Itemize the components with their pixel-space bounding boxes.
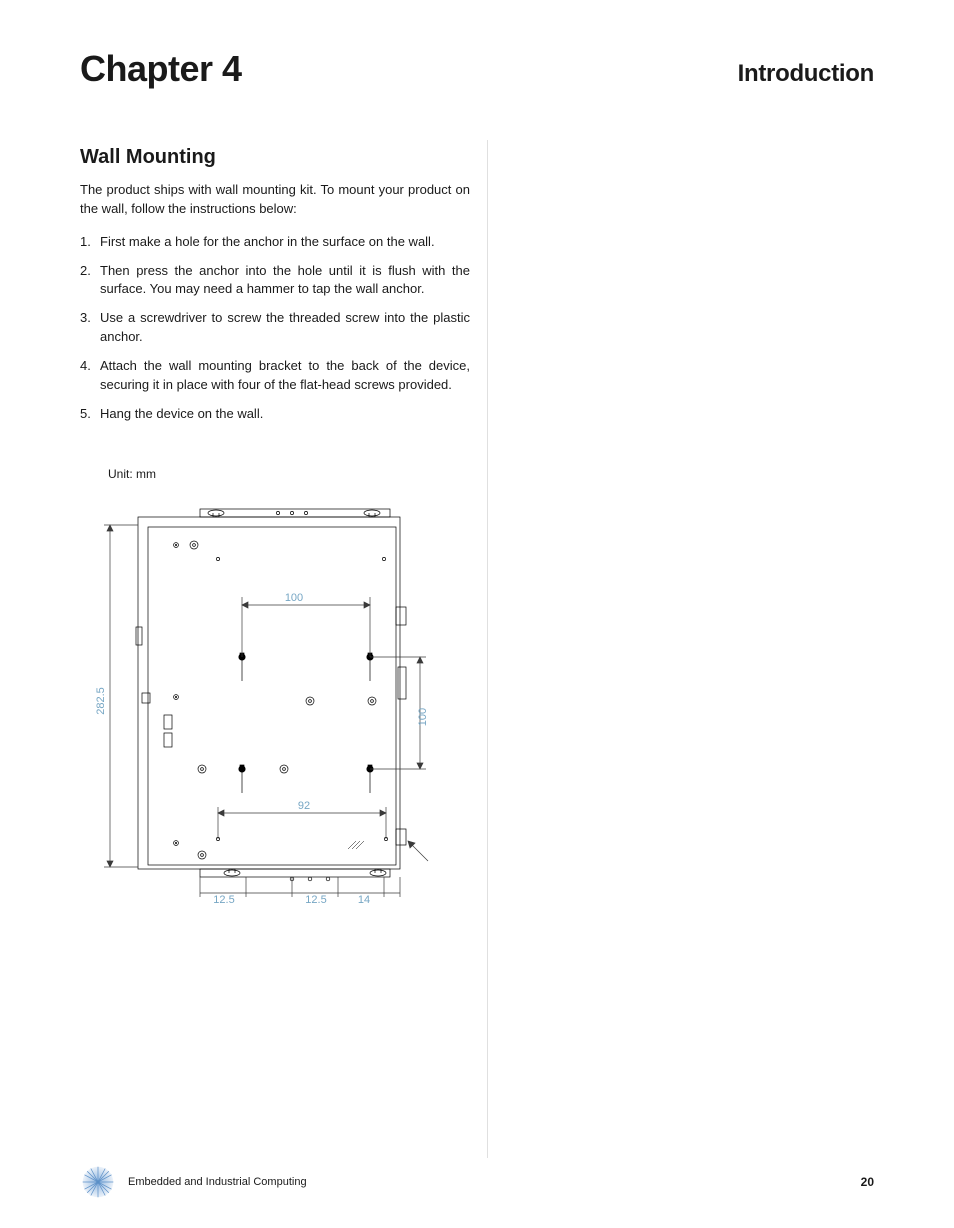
chapter-title: Chapter 4 bbox=[80, 48, 242, 90]
dim-labels: 100 100 92 282.5 12.5 12.5 14 bbox=[95, 592, 429, 906]
step-number: 2. bbox=[80, 262, 100, 300]
dim-92: 92 bbox=[298, 800, 310, 812]
page-number: 20 bbox=[861, 1175, 874, 1189]
step-number: 4. bbox=[80, 357, 100, 395]
dim-top-100: 100 bbox=[285, 592, 303, 604]
content-column: Wall Mounting The product ships with wal… bbox=[80, 146, 470, 912]
unit-label: Unit: mm bbox=[108, 467, 470, 481]
footer-left: Embedded and Industrial Computing bbox=[80, 1164, 307, 1200]
dim-282-5: 282.5 bbox=[95, 688, 107, 716]
step-item: 1.First make a hole for the anchor in th… bbox=[80, 233, 470, 252]
step-text: First make a hole for the anchor in the … bbox=[100, 233, 470, 252]
dim-12-5-b: 12.5 bbox=[305, 894, 326, 906]
dim-14: 14 bbox=[358, 894, 370, 906]
mounting-diagram: 100 100 92 282.5 12.5 12.5 14 bbox=[80, 497, 470, 912]
step-text: Hang the device on the wall. bbox=[100, 405, 470, 424]
step-text: Use a screwdriver to screw the threaded … bbox=[100, 309, 470, 347]
step-text: Then press the anchor into the hole unti… bbox=[100, 262, 470, 300]
step-item: 2.Then press the anchor into the hole un… bbox=[80, 262, 470, 300]
instruction-list: 1.First make a hole for the anchor in th… bbox=[80, 233, 470, 424]
step-number: 1. bbox=[80, 233, 100, 252]
step-item: 3.Use a screwdriver to screw the threade… bbox=[80, 309, 470, 347]
footer-text: Embedded and Industrial Computing bbox=[128, 1176, 307, 1188]
intro-paragraph: The product ships with wall mounting kit… bbox=[80, 181, 470, 219]
step-number: 3. bbox=[80, 309, 100, 347]
step-number: 5. bbox=[80, 405, 100, 424]
dim-side-100: 100 bbox=[417, 708, 429, 726]
page-footer: Embedded and Industrial Computing 20 bbox=[80, 1164, 874, 1200]
diagram-svg: 100 100 92 282.5 12.5 12.5 14 bbox=[80, 497, 440, 907]
step-text: Attach the wall mounting bracket to the … bbox=[100, 357, 470, 395]
step-item: 5.Hang the device on the wall. bbox=[80, 405, 470, 424]
section-title: Introduction bbox=[738, 60, 874, 88]
wall-mounting-heading: Wall Mounting bbox=[80, 146, 470, 169]
column-divider bbox=[487, 140, 488, 1158]
step-item: 4.Attach the wall mounting bracket to th… bbox=[80, 357, 470, 395]
logo-icon bbox=[80, 1164, 116, 1200]
dim-12-5-a: 12.5 bbox=[213, 894, 234, 906]
page-header: Chapter 4 Introduction bbox=[80, 48, 874, 90]
page: Chapter 4 Introduction Wall Mounting The… bbox=[0, 0, 954, 1228]
